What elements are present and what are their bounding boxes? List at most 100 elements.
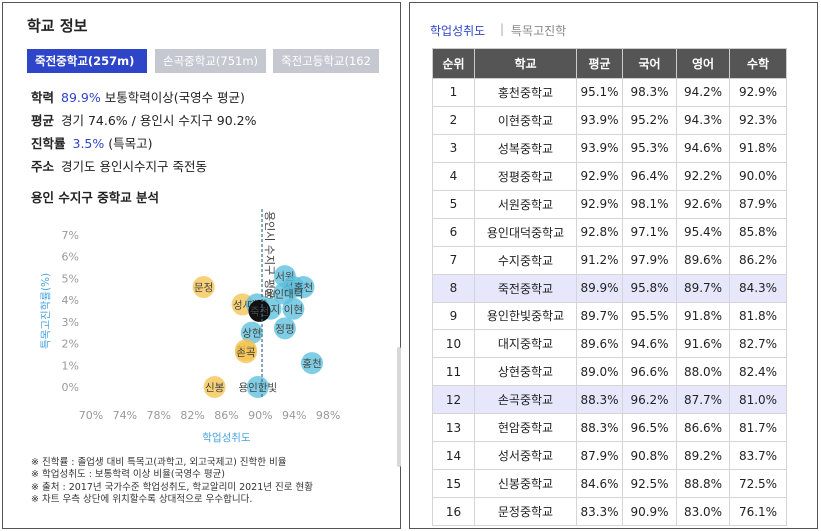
- cell-math: 87.9%: [729, 189, 787, 219]
- cell-math: 72.5%: [729, 469, 787, 499]
- cell-math: 84.3%: [729, 273, 787, 303]
- x-tick-label: 82%: [180, 409, 204, 422]
- cell-average: 88.3%: [576, 413, 623, 443]
- table-row[interactable]: 10 대지중학교 89.6% 94.6% 91.6% 82.7%: [432, 329, 787, 359]
- cell-school: 죽전중학교: [474, 273, 577, 303]
- data-point-label: 홍천: [294, 281, 313, 294]
- cell-average: 89.9%: [576, 273, 623, 303]
- cell-korean: 96.6%: [622, 357, 677, 387]
- ranking-table: 순위 학교 평균 국어 영어 수학 1 홍천중학교 95.1% 98.3% 94.2% 9…: [432, 48, 787, 526]
- cell-math: 85.8%: [729, 217, 787, 247]
- table-row[interactable]: 4 정평중학교 92.9% 96.4% 92.2% 90.0%: [432, 161, 787, 191]
- data-point-label: 용인대덕: [265, 289, 304, 301]
- data-point-label: 용인한빛: [238, 382, 277, 394]
- cell-korean: 95.5%: [622, 301, 677, 331]
- cell-average: 89.0%: [576, 357, 623, 387]
- cell-english: 91.6%: [676, 329, 730, 359]
- cell-korean: 92.5%: [622, 469, 677, 499]
- data-point-label: 상현: [242, 328, 261, 340]
- x-axis-title: 학업성취도: [202, 431, 251, 444]
- cell-english: 95.4%: [676, 217, 730, 247]
- tab-separator: |: [500, 22, 505, 36]
- table-row[interactable]: 2 이현중학교 93.9% 95.2% 94.3% 92.3%: [432, 105, 787, 135]
- table-row[interactable]: 9 용인한빛중학교 89.7% 95.5% 91.8% 81.8%: [432, 301, 787, 331]
- cell-english: 91.8%: [676, 301, 730, 331]
- data-point-label: 정평: [275, 323, 294, 335]
- tab-jukjeon-high[interactable]: 죽전고등학교(162: [273, 49, 379, 73]
- header-korean: 국어: [622, 48, 677, 79]
- cell-rank: 16: [432, 497, 475, 526]
- table-row[interactable]: 5 서원중학교 92.9% 98.1% 92.6% 87.9%: [432, 189, 787, 219]
- cell-rank: 12: [432, 385, 475, 415]
- table-row[interactable]: 7 수지중학교 91.2% 97.9% 89.6% 86.2%: [432, 245, 787, 275]
- tab-academic-achievement[interactable]: 학업성취도: [430, 24, 486, 38]
- cell-average: 84.6%: [576, 469, 623, 499]
- data-point: [282, 297, 305, 320]
- cell-english: 94.6%: [676, 133, 730, 163]
- scrollbar[interactable]: [397, 347, 401, 467]
- cell-rank: 8: [432, 273, 475, 303]
- cell-average: 92.9%: [576, 189, 623, 219]
- cell-rank: 10: [432, 329, 475, 359]
- table-row[interactable]: 11 상현중학교 89.0% 96.6% 88.0% 82.4%: [432, 357, 787, 387]
- cell-school: 정평중학교: [474, 161, 577, 191]
- footnote: ※ 진학률 : 졸업생 대비 특목고(과학고, 외고국제고) 진학한 비율: [31, 457, 287, 468]
- cell-english: 89.6%: [676, 245, 730, 275]
- y-axis-title: 특목고진학률(%): [40, 273, 52, 349]
- cell-korean: 94.6%: [622, 329, 677, 359]
- table-row[interactable]: 13 현암중학교 88.3% 96.5% 86.6% 81.7%: [432, 413, 787, 443]
- footnotes: ※ 진학률 : 졸업생 대비 특목고(과학고, 외고국제고) 진학한 비율 ※ …: [31, 457, 313, 507]
- cell-korean: 98.1%: [622, 189, 677, 219]
- data-point-label: 죽전: [250, 306, 269, 318]
- panel-title: 학교 정보: [27, 17, 88, 35]
- cell-korean: 90.9%: [622, 497, 677, 526]
- table-header-row: 순위 학교 평균 국어 영어 수학: [432, 48, 787, 79]
- y-tick-label: 6%: [62, 251, 79, 264]
- y-tick-label: 1%: [62, 359, 79, 372]
- school-info-panel: 학교 정보 죽전중학교(257m) 손곡중학교(751m) 죽전고등학교(162…: [2, 2, 401, 529]
- table-row[interactable]: 6 용인대덕중학교 92.8% 97.1% 95.4% 85.8%: [432, 217, 787, 247]
- advance-value: 3.5%: [72, 136, 105, 151]
- data-point: [192, 276, 215, 299]
- cell-korean: 97.1%: [622, 217, 677, 247]
- cell-average: 92.8%: [576, 217, 623, 247]
- cell-school: 손곡중학교: [474, 385, 577, 415]
- tab-jukjeon-middle[interactable]: 죽전중학교(257m): [27, 49, 147, 73]
- table-row[interactable]: 3 성복중학교 93.9% 95.3% 94.6% 91.8%: [432, 133, 787, 163]
- tab-special-high-advance[interactable]: 특목고진학: [511, 24, 567, 38]
- cell-rank: 3: [432, 133, 475, 163]
- header-rank: 순위: [432, 48, 475, 79]
- table-row[interactable]: 14 성서중학교 87.9% 90.8% 89.2% 83.7%: [432, 441, 787, 471]
- x-tick-label: 86%: [214, 409, 238, 422]
- tab-songok-middle[interactable]: 손곡중학교(751m): [155, 49, 266, 73]
- cell-english: 92.6%: [676, 189, 730, 219]
- cell-english: 94.3%: [676, 105, 730, 135]
- cell-school: 홍천중학교: [474, 78, 577, 107]
- cell-english: 87.7%: [676, 385, 730, 415]
- cell-math: 81.0%: [729, 385, 787, 415]
- cell-korean: 95.8%: [622, 273, 677, 303]
- cell-english: 83.0%: [676, 497, 730, 526]
- table-row[interactable]: 8 죽전중학교 89.9% 95.8% 89.7% 84.3%: [432, 273, 787, 303]
- cell-korean: 97.9%: [622, 245, 677, 275]
- data-point: [248, 299, 271, 322]
- cell-korean: 96.2%: [622, 385, 677, 415]
- academic-desc: 보통학력이상(국영수 평균): [104, 90, 245, 105]
- cell-school: 대지중학교: [474, 329, 577, 359]
- academic-value: 89.9%: [61, 90, 101, 105]
- average-label: 평균: [31, 113, 55, 128]
- cell-korean: 95.3%: [622, 133, 677, 163]
- cell-average: 89.7%: [576, 301, 623, 331]
- table-row[interactable]: 12 손곡중학교 88.3% 96.2% 87.7% 81.0%: [432, 385, 787, 415]
- table-row[interactable]: 16 문정중학교 83.3% 90.9% 83.0% 76.1%: [432, 497, 787, 526]
- cell-average: 91.2%: [576, 245, 623, 275]
- data-point-label: 신봉: [205, 382, 225, 394]
- cell-english: 92.2%: [676, 161, 730, 191]
- table-row[interactable]: 1 홍천중학교 95.1% 98.3% 94.2% 92.9%: [432, 78, 787, 107]
- cell-average: 87.9%: [576, 441, 623, 471]
- cell-english: 89.2%: [676, 441, 730, 471]
- table-row[interactable]: 15 신봉중학교 84.6% 92.5% 88.8% 72.5%: [432, 469, 787, 499]
- data-point: [273, 317, 296, 340]
- cell-average: 83.3%: [576, 497, 623, 526]
- cell-rank: 11: [432, 357, 475, 387]
